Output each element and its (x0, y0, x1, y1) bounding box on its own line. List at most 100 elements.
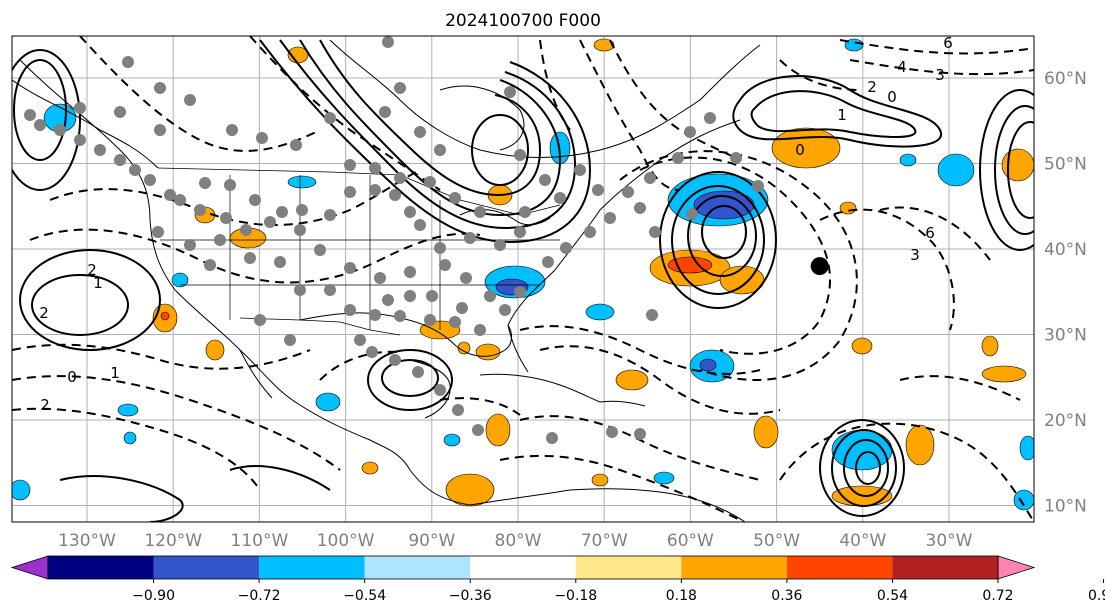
station-dot (622, 186, 634, 198)
longitude-label: 80°W (495, 531, 542, 551)
baja-california (239, 349, 273, 399)
atlantic-low-contour (671, 185, 765, 295)
station-dot (204, 259, 216, 271)
station-dot (412, 366, 424, 378)
dashed-contour (779, 59, 861, 91)
station-dot (214, 234, 226, 246)
station-dot (414, 126, 426, 138)
shade-blob (205, 339, 225, 361)
dashed-contour (499, 454, 741, 521)
station-dot (426, 290, 438, 302)
alaska-coast (12, 79, 159, 169)
longitude-label: 90°W (408, 531, 455, 551)
station-dot (414, 219, 426, 231)
colorbar-extend-low (10, 555, 49, 580)
station-dot (344, 262, 356, 274)
station-dot (514, 226, 526, 238)
station-dot (634, 428, 646, 440)
station-dot (404, 290, 416, 302)
hudson-bay (439, 85, 525, 151)
dashed-contours (12, 36, 1034, 522)
station-dot (274, 256, 286, 268)
canada-coast (329, 39, 761, 158)
west-contour (31, 274, 129, 336)
shade-blob (171, 272, 189, 288)
station-dot (382, 294, 394, 306)
map-title: 2024100700 F000 (445, 11, 601, 31)
colorbar-tick-labels: −0.90 −0.72 −0.54 −0.36 −0.18 0.18 0.36 0.54 0.7… (132, 579, 1105, 604)
east-contour (994, 105, 1034, 235)
shade-blob (981, 365, 1027, 383)
station-dot (184, 239, 196, 251)
station-dot (456, 302, 468, 314)
station-dot (224, 179, 236, 191)
station-dot (646, 309, 658, 321)
dashed-contour (439, 397, 521, 416)
shade-blob (899, 153, 917, 167)
station-dot (314, 244, 326, 256)
station-dot (369, 309, 381, 321)
dashed-contour (639, 156, 831, 355)
station-dot (244, 252, 256, 264)
latitude-label: 50°N (1044, 155, 1087, 175)
shade-blob (591, 473, 609, 487)
contour-label: 2 (87, 261, 97, 279)
dashed-contour (29, 228, 481, 284)
station-dot (439, 259, 451, 271)
station-dot (114, 154, 126, 166)
latitude-label: 30°N (1044, 326, 1087, 346)
longitude-label: 40°W (839, 531, 886, 551)
latitude-label: 60°N (1044, 69, 1087, 89)
station-dot (34, 119, 46, 131)
contour-label: 2 (867, 78, 877, 96)
station-dot (546, 432, 558, 444)
station-dot (54, 124, 66, 136)
station-dot (290, 139, 302, 151)
contour-label: 1 (93, 274, 103, 292)
contour-label: 1 (110, 364, 120, 382)
station-markers (24, 36, 764, 444)
dashed-contour (879, 206, 991, 261)
station-dot (344, 186, 356, 198)
yucatan (409, 359, 451, 419)
station-dot (374, 272, 386, 284)
station-dot (704, 112, 716, 124)
colorbar-extend-high (997, 555, 1036, 580)
shade-blob (475, 343, 501, 361)
dashed-contour (579, 39, 681, 191)
station-dot (122, 56, 134, 68)
latitude-label: 20°N (1044, 411, 1087, 431)
station-dot (324, 112, 336, 124)
dashed-contour (12, 407, 261, 491)
station-dot (494, 239, 506, 251)
station-dot (154, 82, 166, 94)
longitude-label: 70°W (581, 531, 628, 551)
map-frame (11, 35, 1035, 523)
station-dot (499, 304, 511, 316)
se-low-contour (831, 429, 897, 507)
longitude-label: 60°W (667, 531, 714, 551)
dashed-contour (319, 350, 401, 381)
station-dot (194, 204, 206, 216)
station-dot (634, 202, 646, 214)
station-dot (344, 159, 356, 171)
colorbar-frame (47, 555, 999, 580)
latitude-labels: 60°N 50°N 40°N 30°N 20°N 10°N (1044, 69, 1087, 517)
station-dot (74, 102, 86, 114)
station-dot (226, 124, 238, 136)
station-dot (382, 36, 394, 48)
shade-blob (1019, 435, 1034, 461)
shade-blob (981, 335, 999, 357)
contour-label: 1 (837, 106, 847, 124)
colorbar-segment (259, 556, 365, 579)
station-dot (730, 152, 742, 164)
contour-label: 3 (910, 246, 920, 264)
station-dot (284, 334, 296, 346)
station-dot (174, 194, 186, 206)
colorbar-tick-label: −0.18 (554, 588, 597, 604)
west-contour (19, 249, 161, 351)
contour-label: 0 (67, 368, 77, 386)
